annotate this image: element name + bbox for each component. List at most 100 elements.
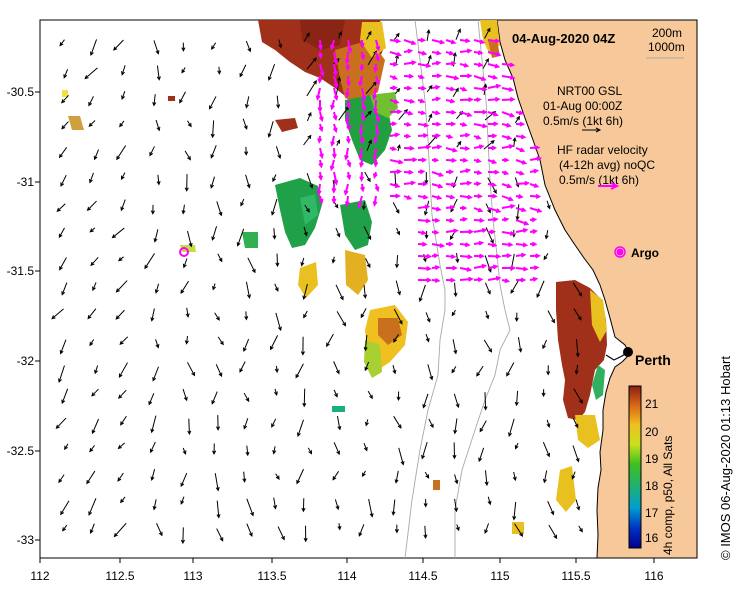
nrt-arrow xyxy=(307,447,313,455)
hf-arrow xyxy=(501,111,516,118)
hf-arrow xyxy=(431,157,440,163)
hf-arrow xyxy=(344,147,349,161)
hf-arrow xyxy=(389,159,404,165)
hf-arrow xyxy=(459,122,468,128)
hf-arrow xyxy=(445,61,457,67)
hf-arrow xyxy=(445,75,460,81)
hf-arrow xyxy=(347,39,353,54)
nrt-arrow xyxy=(216,528,224,542)
hf-arrow xyxy=(459,254,474,260)
nrt-arrow xyxy=(485,310,490,320)
hf-arrow xyxy=(431,277,441,283)
nrt-arrow xyxy=(117,442,126,450)
nrt-arrow xyxy=(334,499,340,511)
nrt-arrow xyxy=(58,365,65,383)
nrt-arrow xyxy=(574,364,579,375)
hf-arrow xyxy=(445,157,458,163)
nrt-arrow xyxy=(338,31,343,39)
hf-legend-scale: 0.5m/s (1kt 6h) xyxy=(559,173,639,187)
nrt-arrow xyxy=(245,281,251,299)
nrt-arrow xyxy=(302,388,307,408)
nrt-arrow xyxy=(113,39,124,51)
hf-arrow xyxy=(501,97,516,102)
hf-arrow xyxy=(445,39,457,45)
hf-arrow xyxy=(417,204,431,210)
nrt-arrow xyxy=(302,284,308,301)
hf-arrow xyxy=(501,87,515,92)
hf-arrow xyxy=(389,99,400,104)
hf-arrow xyxy=(330,39,335,51)
nrt-arrow xyxy=(242,338,250,353)
nrt-arrow xyxy=(90,257,99,267)
nrt-arrow xyxy=(573,388,583,404)
nrt-arrow xyxy=(514,442,519,450)
nrt-arrow xyxy=(63,68,69,79)
hf-arrow xyxy=(445,169,455,175)
nrt-arrow xyxy=(59,339,67,355)
hf-arrow xyxy=(417,144,432,150)
nrt-arrow xyxy=(239,64,247,78)
nrt-arrow xyxy=(333,202,339,209)
nrt-arrow xyxy=(451,309,456,317)
hf-arrow xyxy=(431,265,441,271)
hf-arrow xyxy=(473,86,488,92)
nrt-arrow xyxy=(187,230,193,248)
hf-arrow xyxy=(529,276,539,282)
hf-arrow xyxy=(358,75,364,87)
y-tick-label: -32.5 xyxy=(7,444,35,458)
hf-arrow xyxy=(459,266,473,272)
hf-arrow xyxy=(501,278,511,284)
nrt-arrow xyxy=(244,311,249,321)
hf-arrow xyxy=(345,63,351,72)
nrt-arrow xyxy=(428,113,433,122)
hf-arrow xyxy=(473,75,487,82)
hf-arrow xyxy=(487,276,502,281)
hf-arrow xyxy=(359,39,365,49)
nrt-arrow xyxy=(244,96,250,109)
hf-arrow xyxy=(529,145,541,151)
hf-arrow xyxy=(333,51,339,66)
nrt-arrow xyxy=(508,418,515,437)
nrt-arrow xyxy=(181,204,186,215)
hf-arrow xyxy=(333,87,339,102)
nrt-arrow xyxy=(58,147,68,159)
hf-arrow xyxy=(374,123,380,136)
nrt-arrow xyxy=(423,499,428,508)
hf-arrow xyxy=(358,147,364,161)
hf-arrow xyxy=(431,144,443,150)
hf-arrow xyxy=(389,38,402,44)
nrt-arrow xyxy=(335,284,344,301)
nrt-arrow xyxy=(243,392,250,403)
y-tick-label: -33 xyxy=(17,533,35,547)
nrt-arrow xyxy=(512,471,517,482)
hf-arrow xyxy=(473,144,485,150)
hf-arrow xyxy=(389,121,398,127)
hf-arrow xyxy=(359,135,365,145)
nrt-arrow xyxy=(333,361,340,375)
nrt-arrow xyxy=(91,388,99,397)
nrt-arrow xyxy=(210,176,215,189)
hf-arrow xyxy=(417,63,432,68)
hf-arrow xyxy=(487,145,498,151)
nrt-arrow xyxy=(56,203,66,212)
hf-arrow xyxy=(445,109,457,115)
colorbar-tick: 21 xyxy=(645,397,659,411)
nrt-arrow xyxy=(455,252,460,264)
nrt-arrow xyxy=(368,498,374,518)
nrt-arrow xyxy=(276,95,281,109)
hf-arrow xyxy=(515,207,527,213)
nrt-arrow xyxy=(272,228,277,240)
hf-arrow xyxy=(372,195,378,207)
perth-coast-inlet xyxy=(605,351,629,361)
nrt-arrow xyxy=(61,121,69,130)
nrt-arrow xyxy=(150,415,157,434)
nrt-arrow xyxy=(296,468,304,485)
nrt-arrow xyxy=(335,227,341,238)
colorbar-ticks: 21 20 19 18 17 16 xyxy=(645,397,659,545)
hf-arrow xyxy=(515,194,524,199)
nrt-arrow xyxy=(572,282,583,297)
nrt-arrow xyxy=(366,30,372,40)
nrt-arrow xyxy=(217,336,224,346)
x-tick-label: 115.5 xyxy=(561,569,590,583)
